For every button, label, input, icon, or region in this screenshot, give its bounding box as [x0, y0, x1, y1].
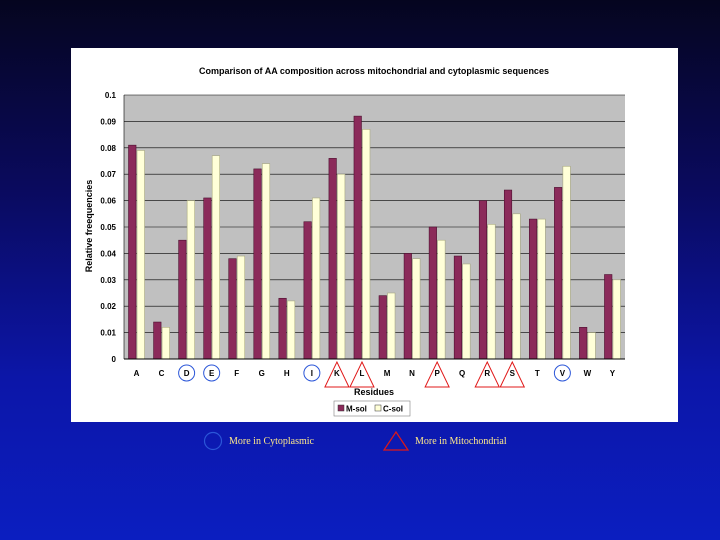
bar-m-sol-E — [203, 197, 212, 360]
x-axis-label: Residues — [354, 387, 394, 397]
bar-m-sol-M — [378, 295, 387, 360]
triangle-marker-S — [499, 360, 526, 388]
bar-c-sol-W — [587, 332, 596, 360]
y-tick-label: 0 — [112, 355, 117, 364]
bar-m-sol-F — [228, 258, 237, 360]
key-cytoplasmic-label: More in Cytoplasmic — [229, 435, 314, 447]
x-tick-label: A — [134, 369, 140, 378]
circle-marker-icon — [203, 431, 223, 451]
triangle-marker-P — [424, 360, 450, 388]
bar-m-sol-Q — [453, 255, 462, 360]
x-tick-label: K — [334, 369, 340, 378]
bar-c-sol-D — [186, 200, 195, 360]
legend-swatch-c-sol — [374, 404, 382, 412]
y-tick-label: 0.04 — [100, 249, 116, 258]
y-tick-label: 0.08 — [100, 144, 116, 153]
bar-m-sol-N — [403, 253, 412, 360]
bar-chart: Comparison of AA composition across mito… — [84, 66, 625, 417]
bar-m-sol-V — [554, 187, 563, 360]
triangle-marker-R — [474, 360, 501, 388]
bar-m-sol-W — [579, 327, 588, 360]
bar-c-sol-V — [562, 165, 571, 360]
x-tick-label: W — [584, 369, 592, 378]
bar-m-sol-Y — [604, 274, 613, 360]
y-tick-label: 0.02 — [100, 302, 116, 311]
bar-m-sol-L — [353, 115, 362, 360]
x-tick-label: G — [259, 369, 265, 378]
y-tick-label: 0.07 — [100, 170, 116, 179]
key-cytoplasmic: More in Cytoplasmic — [203, 430, 314, 452]
bar-c-sol-R — [487, 224, 496, 360]
bar-m-sol-S — [503, 189, 513, 360]
plot-area: 0 0.01 0.02 0.03 0.04 0.05 0.06 0.07 0.08 0.09 0.1… — [100, 91, 625, 388]
x-tick-label: M — [384, 369, 391, 378]
x-tick-label: Q — [459, 369, 465, 378]
x-tick-label: E — [209, 369, 215, 378]
y-tick-label: 0.09 — [100, 117, 116, 126]
x-tick-label: L — [360, 369, 365, 378]
key-mitochondrial-label: More in Mitochondrial — [415, 435, 507, 447]
bar-c-sol-H — [287, 300, 296, 360]
bar-c-sol-Y — [612, 279, 621, 360]
circle-marker-I — [303, 364, 321, 382]
bar-m-sol-R — [478, 200, 488, 360]
triangle-marker-icon — [383, 430, 409, 451]
chart-panel: Comparison of AA composition across mito… — [71, 48, 678, 422]
x-tick-label: V — [560, 369, 566, 378]
legend-box — [333, 400, 411, 417]
chart-title: Comparison of AA composition across mito… — [199, 66, 549, 76]
y-tick-label: 0.1 — [105, 91, 117, 100]
bar-c-sol-I — [312, 197, 321, 360]
x-tick-label: H — [284, 369, 290, 378]
bar-m-sol-D — [178, 239, 187, 360]
bar-m-sol-A — [128, 144, 137, 360]
x-tick-label: D — [184, 369, 190, 378]
y-tick-label: 0.05 — [100, 223, 116, 232]
x-tick-label: N — [409, 369, 415, 378]
bar-c-sol-T — [537, 218, 546, 360]
y-tick-label: 0.01 — [100, 329, 116, 338]
bar-c-sol-F — [236, 255, 246, 360]
bar-c-sol-G — [261, 163, 271, 360]
y-tick-label: 0.03 — [100, 276, 116, 285]
x-tick-label: F — [234, 369, 239, 378]
bar-c-sol-A — [136, 150, 145, 360]
legend-label-m-sol: M-sol — [346, 405, 367, 414]
y-axis-label: Relative freequencies — [84, 180, 94, 273]
triangle-marker-K — [324, 360, 350, 388]
x-tick-label: Y — [610, 369, 616, 378]
x-tick-label: T — [535, 369, 540, 378]
bar-c-sol-K — [337, 173, 346, 360]
legend-swatch-m-sol — [337, 404, 345, 412]
bar-c-sol-M — [387, 292, 396, 360]
bar-c-sol-Q — [462, 263, 471, 360]
y-tick-label: 0.06 — [100, 197, 116, 206]
chart-legend: M-sol C-sol — [333, 400, 411, 417]
key-mitochondrial: More in Mitochondrial — [383, 430, 507, 452]
x-tick-label: R — [484, 369, 490, 378]
x-tick-label: S — [510, 369, 516, 378]
bar-m-sol-I — [303, 221, 312, 360]
x-tick-label: I — [311, 369, 313, 378]
triangle-marker-L — [349, 360, 375, 388]
bar-m-sol-G — [253, 168, 262, 360]
bar-c-sol-N — [412, 258, 421, 360]
x-tick-label: C — [159, 369, 165, 378]
bar-c-sol-S — [512, 213, 521, 360]
bar-m-sol-H — [278, 297, 287, 360]
bar-m-sol-C — [153, 321, 162, 360]
bar-m-sol-K — [328, 158, 337, 360]
bar-c-sol-C — [161, 327, 170, 360]
circle-marker-V — [553, 364, 571, 382]
bar-m-sol-T — [529, 218, 538, 360]
x-tick-label: P — [434, 369, 440, 378]
bar-c-sol-L — [362, 129, 371, 360]
bar-c-sol-P — [437, 239, 446, 360]
bar-c-sol-E — [211, 155, 220, 360]
circle-marker-D — [178, 364, 196, 382]
bar-m-sol-P — [428, 226, 437, 360]
legend-label-c-sol: C-sol — [383, 405, 403, 414]
circle-marker-E — [203, 364, 221, 382]
